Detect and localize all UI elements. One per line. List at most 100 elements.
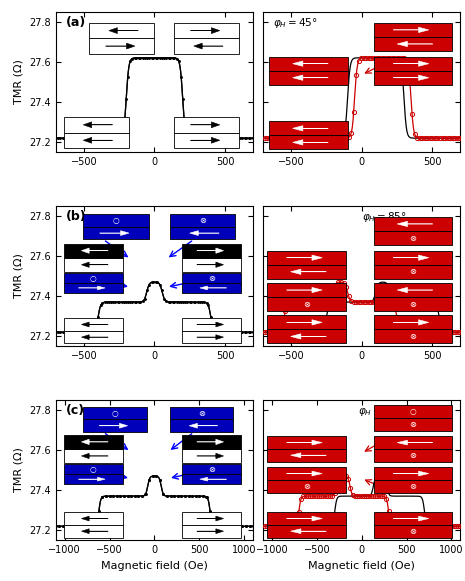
Bar: [83, 227, 148, 239]
FancyArrow shape: [81, 453, 108, 458]
Bar: [267, 265, 346, 279]
Bar: [373, 436, 452, 449]
Bar: [267, 525, 346, 537]
FancyArrow shape: [393, 61, 429, 66]
FancyArrow shape: [81, 516, 108, 521]
Bar: [267, 480, 346, 493]
FancyArrow shape: [191, 122, 220, 128]
Bar: [89, 23, 154, 38]
FancyArrow shape: [83, 122, 113, 128]
Text: ⊗: ⊗: [410, 267, 417, 276]
FancyArrow shape: [292, 75, 328, 80]
FancyArrow shape: [292, 139, 328, 145]
FancyArrow shape: [287, 320, 322, 325]
Bar: [182, 464, 241, 474]
Bar: [83, 419, 146, 432]
Bar: [182, 512, 241, 525]
Text: $\varphi_H=45°$: $\varphi_H=45°$: [273, 16, 318, 30]
Text: ⊗: ⊗: [410, 451, 417, 460]
FancyArrow shape: [291, 453, 326, 458]
Bar: [170, 407, 233, 419]
Bar: [64, 318, 123, 331]
FancyArrow shape: [197, 248, 224, 253]
FancyArrow shape: [287, 255, 322, 260]
FancyArrow shape: [393, 27, 429, 33]
Bar: [182, 273, 241, 283]
Bar: [373, 406, 452, 418]
Bar: [83, 407, 146, 419]
Bar: [64, 449, 123, 463]
Bar: [267, 297, 346, 311]
Bar: [373, 467, 452, 480]
FancyArrow shape: [191, 28, 220, 34]
FancyArrow shape: [393, 255, 429, 260]
Bar: [64, 117, 129, 132]
Bar: [373, 418, 452, 431]
Bar: [182, 258, 241, 272]
Bar: [269, 135, 348, 149]
FancyArrow shape: [79, 286, 105, 290]
Text: ○: ○: [90, 465, 97, 474]
FancyArrow shape: [287, 471, 322, 476]
FancyArrow shape: [197, 529, 224, 533]
FancyArrow shape: [109, 28, 138, 34]
Text: ○: ○: [90, 274, 97, 282]
Bar: [267, 283, 346, 297]
FancyArrow shape: [291, 333, 326, 339]
Text: (a): (a): [66, 16, 86, 29]
FancyArrow shape: [81, 248, 108, 253]
FancyArrow shape: [197, 262, 224, 267]
Bar: [64, 331, 123, 343]
X-axis label: Magnetic field (Oe): Magnetic field (Oe): [308, 561, 415, 571]
Bar: [373, 512, 452, 525]
FancyArrow shape: [191, 137, 220, 144]
Bar: [269, 71, 348, 85]
FancyArrow shape: [194, 43, 223, 49]
FancyArrow shape: [197, 453, 224, 458]
Bar: [267, 467, 346, 480]
Bar: [170, 419, 233, 432]
FancyArrow shape: [81, 322, 108, 327]
FancyArrow shape: [81, 529, 108, 533]
Text: ⊗: ⊗: [303, 300, 310, 309]
Bar: [170, 227, 235, 239]
Bar: [373, 329, 452, 343]
Bar: [373, 315, 452, 329]
Text: ○: ○: [113, 216, 120, 225]
Bar: [373, 71, 452, 85]
Bar: [174, 38, 239, 54]
Text: (c): (c): [66, 404, 85, 417]
Bar: [64, 258, 123, 272]
FancyArrow shape: [393, 471, 429, 476]
FancyArrow shape: [190, 231, 219, 235]
FancyArrow shape: [397, 288, 433, 293]
Bar: [64, 525, 123, 537]
Bar: [174, 23, 239, 38]
FancyArrow shape: [393, 320, 429, 325]
Text: ○: ○: [112, 408, 118, 418]
FancyArrow shape: [397, 221, 433, 227]
FancyArrow shape: [287, 440, 322, 445]
Bar: [269, 121, 348, 135]
Bar: [373, 283, 452, 297]
Bar: [64, 132, 129, 148]
Text: ⊗: ⊗: [410, 527, 417, 536]
Bar: [64, 273, 123, 283]
Bar: [269, 56, 348, 71]
Bar: [373, 250, 452, 265]
Text: ⊗: ⊗: [208, 274, 215, 282]
Text: ⊗: ⊗: [410, 420, 417, 429]
Text: ⊗: ⊗: [199, 408, 206, 418]
Bar: [267, 329, 346, 343]
Bar: [267, 436, 346, 449]
FancyArrow shape: [106, 43, 135, 49]
FancyArrow shape: [200, 286, 226, 290]
Bar: [267, 449, 346, 461]
Bar: [64, 435, 123, 449]
FancyArrow shape: [287, 288, 322, 293]
Bar: [182, 449, 241, 463]
FancyArrow shape: [197, 439, 224, 444]
Text: ⊗: ⊗: [410, 332, 417, 341]
Bar: [373, 297, 452, 311]
Y-axis label: TMR (Ω): TMR (Ω): [13, 253, 24, 299]
